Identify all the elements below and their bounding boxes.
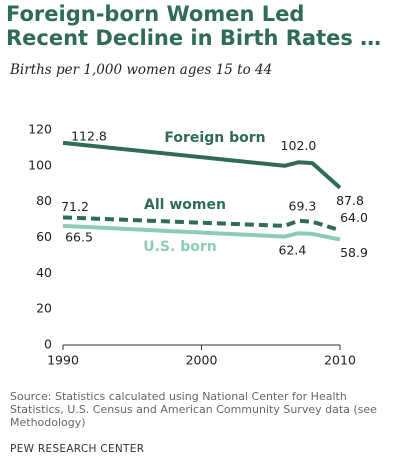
data-label: 64.0 bbox=[340, 210, 368, 225]
data-label: 71.2 bbox=[61, 199, 89, 214]
chart-subtitle: Births per 1,000 women ages 15 to 44 bbox=[10, 62, 273, 78]
data-label: 69.3 bbox=[289, 198, 317, 213]
y-tick-label: 100 bbox=[28, 157, 52, 172]
series-label: All women bbox=[144, 197, 226, 213]
data-label: 87.8 bbox=[336, 193, 364, 208]
series-line bbox=[62, 215, 341, 233]
chart: 0 20 40 60 80 100 120 1990 2000 2010 Foreign born 1… bbox=[28, 122, 368, 368]
data-label: 112.8 bbox=[71, 128, 107, 143]
x-tick-label: 1990 bbox=[47, 353, 79, 368]
x-tick-label: 2000 bbox=[186, 353, 218, 368]
series-line bbox=[62, 223, 341, 242]
series-label: Foreign born bbox=[164, 130, 265, 146]
data-label: 62.4 bbox=[279, 243, 307, 258]
series-label: U.S. born bbox=[143, 239, 216, 255]
chart-title: Foreign-born Women Led Recent Decline in… bbox=[6, 2, 382, 50]
series-line bbox=[62, 140, 342, 190]
y-tick-label: 80 bbox=[36, 193, 52, 208]
y-tick-label: 120 bbox=[28, 122, 52, 137]
y-tick-label: 20 bbox=[36, 301, 52, 316]
data-label: 58.9 bbox=[340, 245, 368, 260]
y-tick-label: 40 bbox=[36, 265, 52, 280]
source-note: Source: Statistics calculated using Nati… bbox=[10, 390, 377, 429]
data-label: 102.0 bbox=[281, 138, 317, 153]
x-tick-label: 2010 bbox=[324, 353, 356, 368]
data-label: 66.5 bbox=[65, 229, 93, 244]
y-tick-label: 60 bbox=[36, 229, 52, 244]
y-tick-label: 0 bbox=[44, 337, 52, 352]
credit: PEW RESEARCH CENTER bbox=[10, 443, 145, 455]
